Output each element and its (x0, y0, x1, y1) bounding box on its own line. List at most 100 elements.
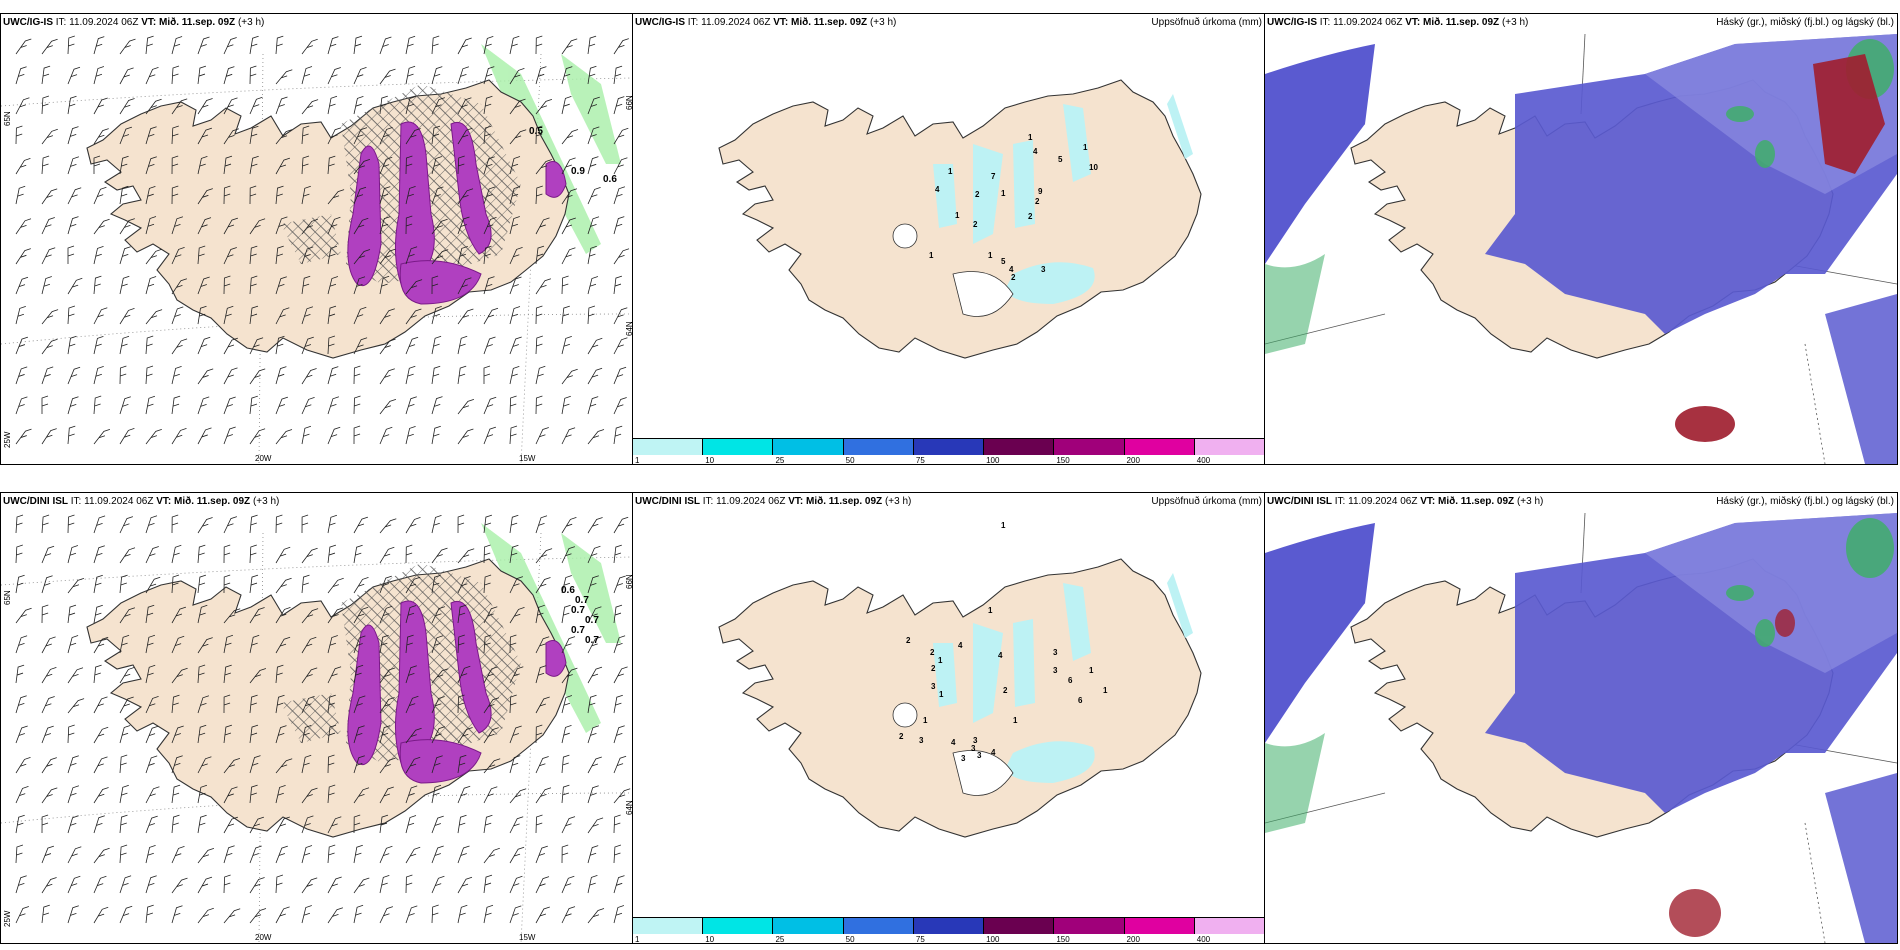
model-name: UWC/IG-IS (635, 17, 685, 28)
it-label: IT: (687, 17, 699, 28)
precip-title: Uppsöfnuð úrkoma (mm) (1151, 496, 1262, 507)
low-cloud (1825, 773, 1897, 943)
wind-value-label: 0.7 (571, 625, 585, 636)
colorbar-label: 100 (986, 456, 1000, 465)
colorbar-label: 150 (1056, 935, 1070, 944)
wind-barbs (15, 35, 630, 445)
precip-value-label: 1 (948, 167, 953, 176)
wind-value-label: 0.6 (603, 174, 617, 185)
precip-value-label: 3 (961, 754, 966, 763)
wind-value-label: 0.7 (585, 615, 599, 626)
precip-value-label: 4 (1009, 265, 1014, 274)
precip-value-label: 4 (951, 738, 956, 747)
vt-label: VT: (141, 17, 157, 28)
it-value: 11.09.2024 06Z (1333, 17, 1403, 28)
model-name: UWC/IG-IS (1267, 17, 1317, 28)
precip-value-label: 1 (988, 606, 993, 615)
colorbar-swatch (913, 438, 985, 455)
precip-value-label: 1 (1089, 666, 1094, 675)
lead-time: (+3 h) (252, 496, 280, 507)
colorbar-swatch (703, 917, 774, 934)
precip-value-label: 2 (973, 220, 978, 229)
colorbar-swatch (1194, 917, 1265, 934)
ice-hatch (281, 214, 341, 264)
panel-header: UWC/IG-IS IT: 11.09.2024 06Z VT: Mið. 11… (635, 17, 896, 28)
precip-title: Uppsöfnuð úrkoma (mm) (1151, 17, 1262, 28)
it-label: IT: (70, 496, 82, 507)
high-cloud (1675, 54, 1885, 442)
colorbar-swatch (1054, 438, 1125, 455)
precip-value-label: 5 (1058, 155, 1063, 164)
vt-label: VT: (1405, 17, 1421, 28)
high-cloud (1669, 609, 1795, 937)
precip-value-label: 1 (1001, 521, 1006, 530)
vt-value: Mið. 11.sep. 09Z (159, 17, 236, 28)
precip-value-label: 1 (988, 251, 993, 260)
precip-value-label: 1 (1083, 143, 1088, 152)
precip-value-label: 5 (1001, 257, 1006, 266)
colorbar-swatch (1124, 917, 1195, 934)
glacier-patches (892, 223, 1014, 317)
wind-value-label: 0.7 (585, 635, 599, 646)
wind-value-label: 0.5 (529, 126, 543, 137)
precip-value-label: 2 (1003, 686, 1008, 695)
precip-panel-row2: UWC/DINI ISL IT: 11.09.2024 06Z VT: Mið.… (632, 492, 1266, 944)
mid-cloud (1645, 513, 1897, 673)
cloud-map (1265, 512, 1897, 943)
wind-map: 0.60.70.70.70.70.7 (1, 514, 633, 943)
vt-value: Mið. 11.sep. 09Z (174, 496, 251, 507)
precip-value-label: 2 (1028, 212, 1033, 221)
precip-value-label: 3 (1053, 648, 1058, 657)
vt-value: Mið. 11.sep. 09Z (791, 17, 868, 28)
wind-value-label: 0.6 (561, 585, 575, 596)
colorbar-label: 10 (705, 935, 715, 944)
vt-label: VT: (788, 496, 804, 507)
lon-label-25w: 25W (3, 910, 12, 927)
precip-value-label: 10 (1089, 163, 1098, 172)
wind-value-label: 0.9 (571, 166, 585, 177)
colorbar-swatch (1194, 438, 1265, 455)
precip-value-label: 3 (973, 736, 978, 745)
it-value: 11.09.2024 06Z (1348, 496, 1418, 507)
precip-blobs (347, 600, 567, 784)
colorbar-swatch (1054, 917, 1125, 934)
lead-time: (+3 h) (1501, 17, 1529, 28)
vt-label: VT: (773, 17, 789, 28)
it-label: IT: (1334, 496, 1346, 507)
cloud-title: Háský (gr.), miðský (fj.bl.) og lágský (… (1716, 17, 1894, 28)
precip-value-label: 1 (1001, 189, 1006, 198)
it-value: 11.09.2024 06Z (69, 17, 139, 28)
lead-time: (+3 h) (237, 17, 265, 28)
wind-value-label: 0.7 (571, 605, 585, 616)
colorbar-label: 150 (1056, 456, 1070, 465)
it-label: IT: (702, 496, 714, 507)
vt-label: VT: (1420, 496, 1436, 507)
colorbar-label: 50 (845, 935, 855, 944)
low-cloud (1265, 523, 1375, 743)
lead-time: (+3 h) (869, 17, 897, 28)
precip-value-label: 2 (975, 190, 980, 199)
lon-label-20w: 20W (255, 933, 272, 942)
colorbar-label: 400 (1196, 456, 1211, 465)
precip-value-label: 1 (923, 716, 928, 725)
cloud-panel-row2: UWC/DINI ISL IT: 11.09.2024 06Z VT: Mið.… (1264, 492, 1898, 944)
colorbar-swatch (633, 438, 704, 455)
wind-barbs (15, 514, 631, 924)
colorbar-label: 200 (1126, 456, 1140, 465)
precip-value-label: 2 (1035, 197, 1040, 206)
colorbar-swatch (633, 917, 704, 934)
low-cloud (1825, 294, 1897, 464)
colorbar-swatch (843, 438, 914, 455)
precip-patches (933, 573, 1193, 783)
panel-header: UWC/DINI ISL IT: 11.09.2024 06Z VT: Mið.… (1267, 496, 1543, 507)
mid-cloud (1265, 733, 1325, 833)
colorbar-label: 100 (986, 935, 1000, 944)
it-value: 11.09.2024 06Z (84, 496, 154, 507)
model-name: UWC/DINI ISL (635, 496, 700, 507)
colorbar-swatch (703, 438, 774, 455)
model-name: UWC/DINI ISL (3, 496, 68, 507)
precip-value-label: 2 (930, 648, 935, 657)
colorbar-label: 200 (1126, 935, 1140, 944)
precip-value-label: 3 (1041, 265, 1046, 274)
